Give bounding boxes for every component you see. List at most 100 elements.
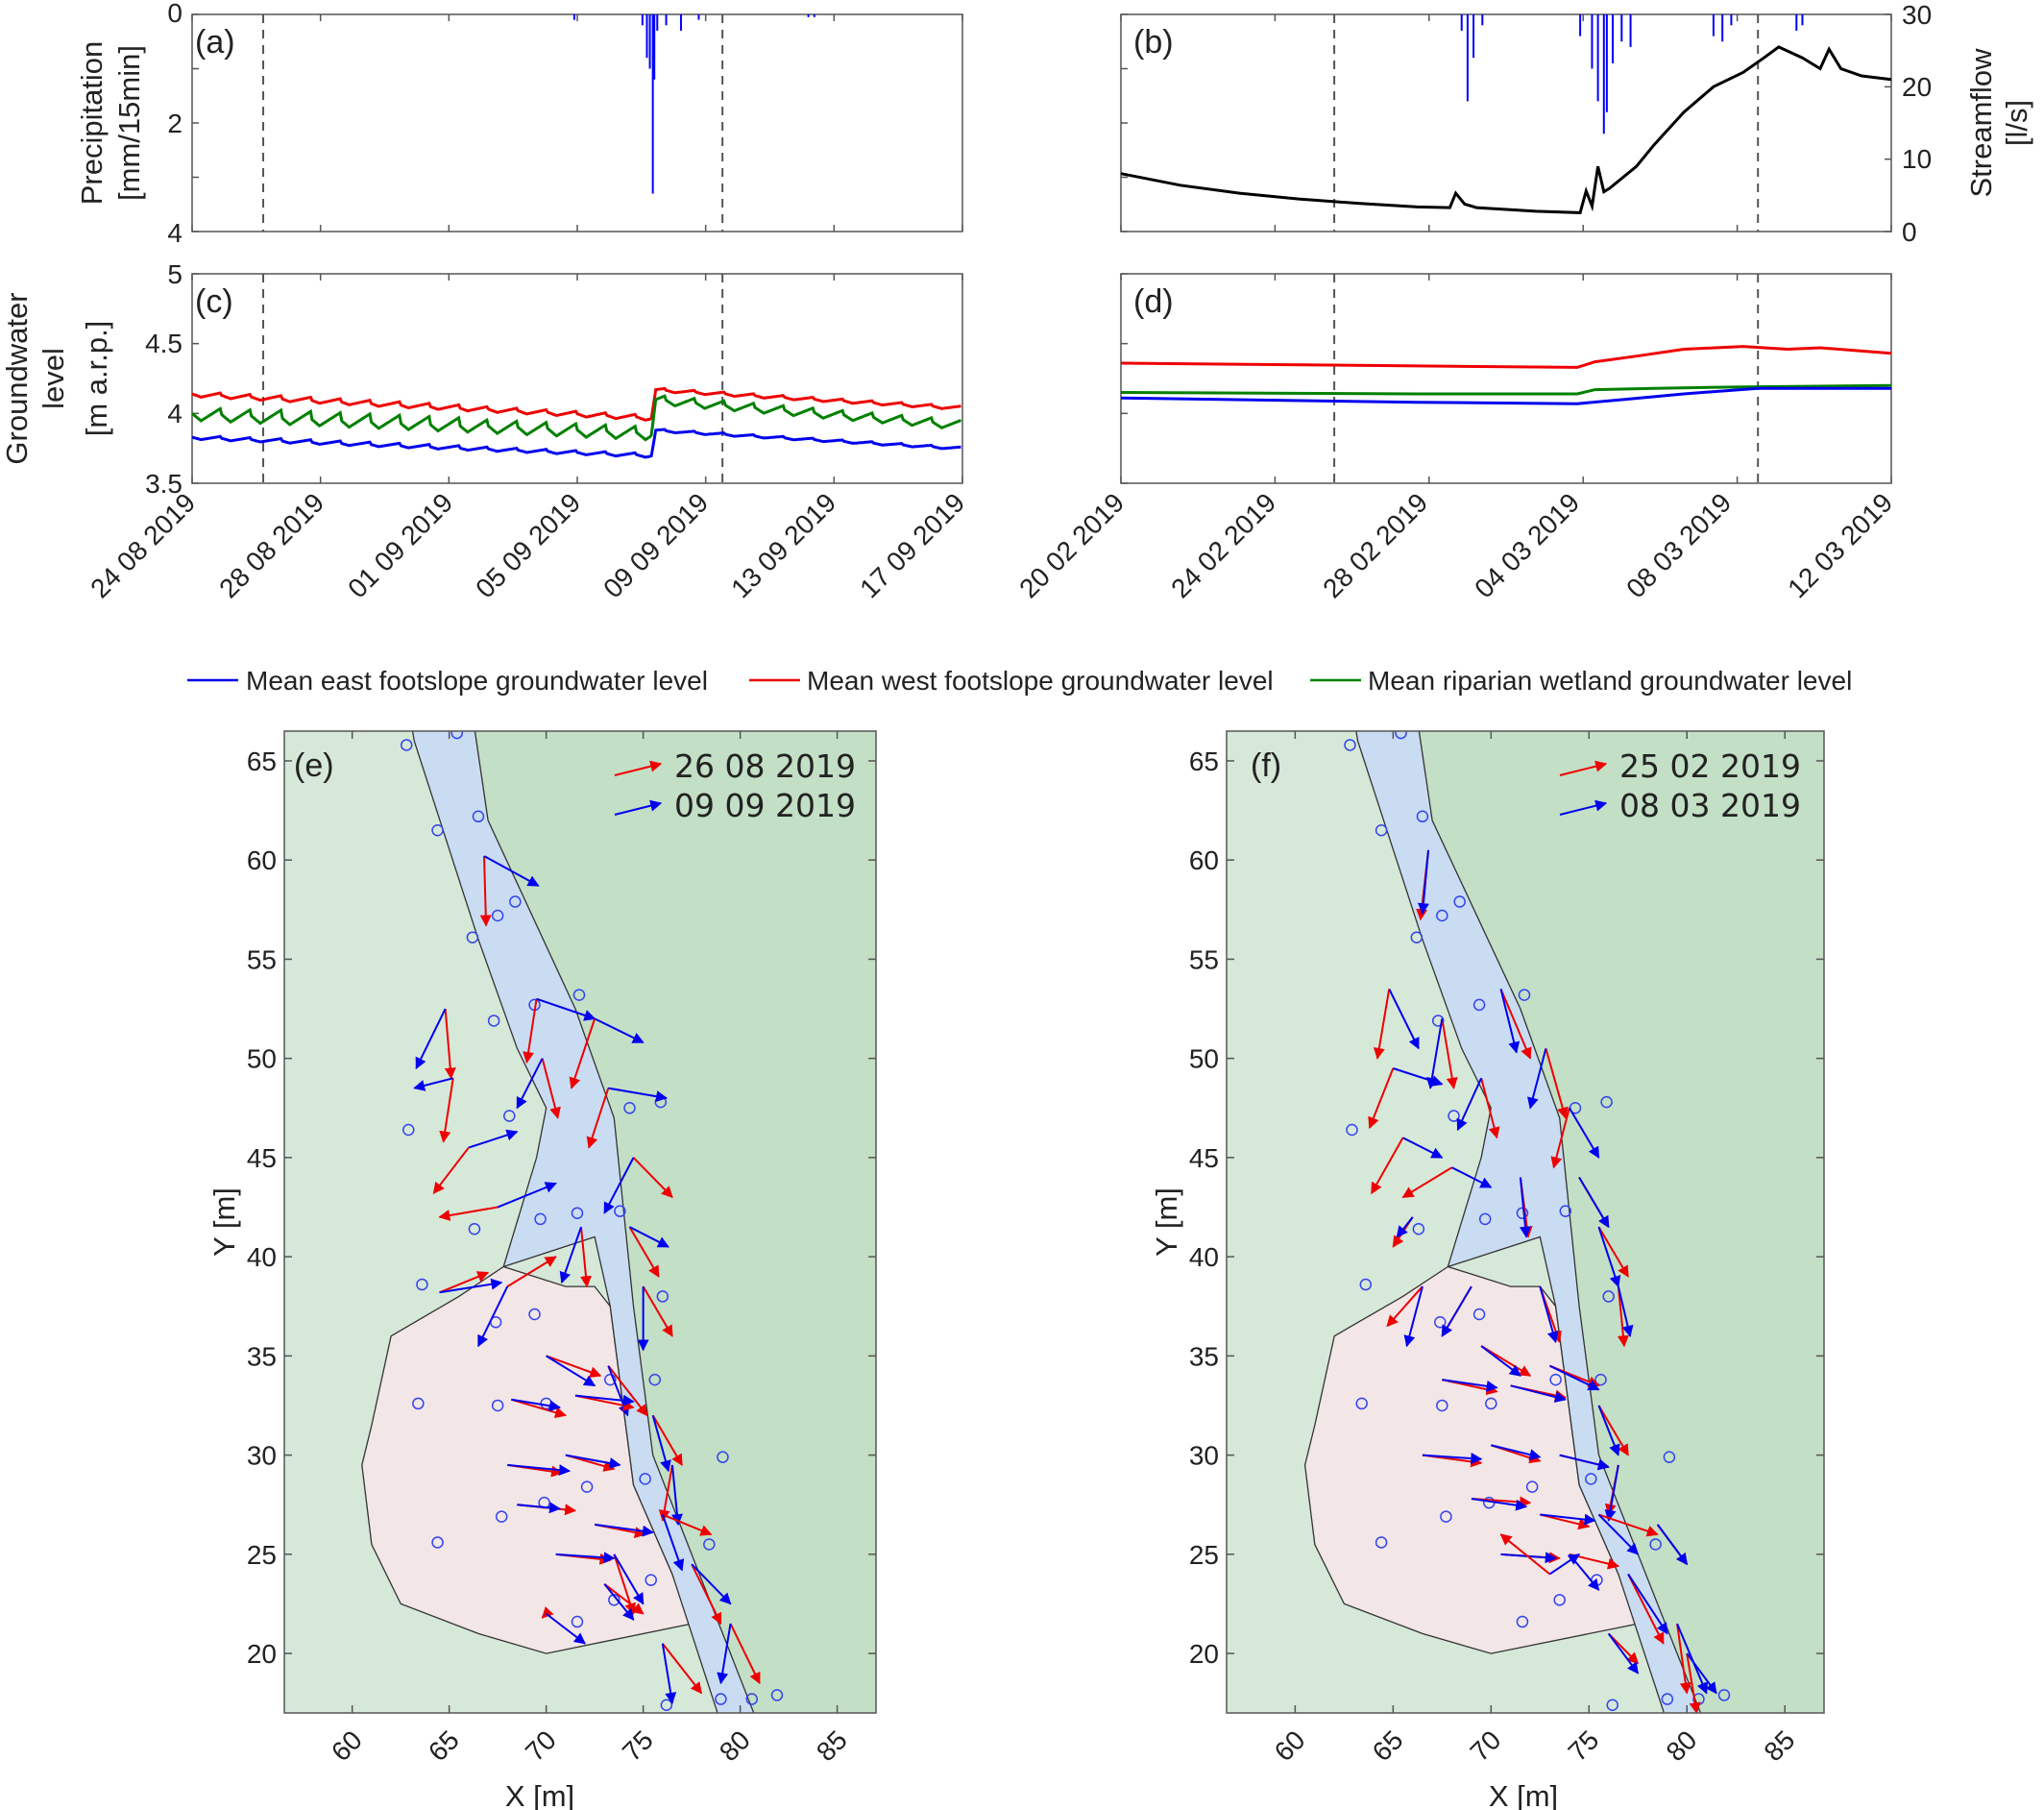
panel-a-ytick-4: 4 [167, 218, 182, 248]
flow-vector-blue [670, 1464, 683, 1527]
flow-vector-blue [415, 1008, 447, 1070]
x-tick-label: 80 [1661, 1724, 1703, 1767]
flow-vector-blue [1597, 1226, 1621, 1288]
well-marker [1518, 989, 1531, 1001]
panel-b: (b) 30 20 10 0 Streamflow [l/s] [1120, 0, 2033, 247]
well-marker [468, 1222, 481, 1235]
flow-vector-blue [1607, 1632, 1640, 1675]
panel-c-ytick-3-5: 3.5 [145, 469, 182, 499]
well-marker [491, 1399, 504, 1412]
well-marker [431, 1536, 444, 1549]
panel-b-ytick-0: 0 [1902, 217, 1917, 247]
xtick-d-0: 20 02 2019 [1013, 487, 1130, 603]
well-marker [534, 1212, 547, 1226]
well-marker [1549, 1373, 1562, 1386]
panel-c-xtick-labels: 24 08 2019 28 08 2019 01 09 2019 05 09 2… [85, 487, 970, 603]
panel-d: (d) [1120, 273, 1892, 484]
x-axis-label-e: X [m] [505, 1779, 574, 1810]
flow-vector-blue [1676, 1623, 1708, 1695]
y-axis-label-f: Y [m] [1150, 1187, 1183, 1257]
flow-vectors-e [413, 855, 761, 1704]
legend-wetland-label: Mean riparian wetland groundwater level [1368, 666, 1852, 696]
y-tick-label: 35 [247, 1341, 277, 1371]
well-marker [1478, 1212, 1492, 1226]
flow-vector-blue [1597, 1513, 1640, 1555]
panel-a-label: (a) [195, 24, 235, 61]
flow-vector-blue [1597, 1405, 1620, 1456]
flow-vector-red [1371, 1137, 1404, 1195]
arrow-legend-blue-label-f: 08 03 2019 [1619, 787, 1801, 824]
arrow-legend-red-label-f: 25 02 2019 [1619, 747, 1801, 785]
gw-axis-label-1: Groundwater [0, 292, 34, 464]
flow-vector-red [586, 1088, 610, 1149]
flow-vector-blue [1456, 1077, 1483, 1132]
well-marker [1355, 1397, 1368, 1410]
panel-a-ticks [191, 13, 963, 232]
flow-vector-blue [1403, 1285, 1424, 1348]
x-tick-label: 85 [1759, 1724, 1801, 1767]
y-axis-label-e: Y [m] [207, 1187, 241, 1257]
flow-vector-blue [468, 1129, 519, 1149]
flow-vector-red [729, 1623, 761, 1685]
flow-vector-blue [603, 1583, 635, 1621]
channel-zone-f [1355, 731, 1702, 1713]
flow-vector-blue [497, 1182, 557, 1209]
well-marker [1346, 1123, 1358, 1137]
x-tick-label: 60 [326, 1724, 368, 1767]
y-tick-label: 30 [247, 1441, 277, 1471]
well-marker [770, 1689, 784, 1701]
arrow-legend-blue-f [1559, 799, 1608, 816]
legend-east-label: Mean east footslope groundwater level [246, 666, 708, 696]
flow-vector-red [1676, 1623, 1691, 1695]
y-tick-label: 20 [247, 1639, 277, 1669]
panel-b-label: (b) [1133, 24, 1174, 61]
y-tick-label: 35 [1189, 1341, 1219, 1371]
well-marker [1559, 1205, 1572, 1217]
panel-a: (a) 0 2 4 Precipitation [mm/15min] [75, 0, 963, 248]
y-tick-label: 20 [1189, 1639, 1219, 1669]
well-marker [1440, 1510, 1452, 1523]
gw-line-2 [1120, 386, 1891, 405]
well-marker [1472, 998, 1486, 1012]
well-marker [571, 1615, 584, 1628]
xtick-d-5: 12 03 2019 [1782, 487, 1898, 603]
flow-vector-red [1545, 1048, 1569, 1119]
well-marker [466, 931, 479, 943]
panel-c-gw-lines [191, 386, 962, 459]
x-tick-label: 70 [520, 1724, 562, 1767]
flow-vector-blue [477, 1285, 509, 1348]
flow-vector-blue [1422, 1453, 1483, 1464]
flow-vectors-f [1368, 849, 1717, 1713]
flow-vector-blue [536, 997, 596, 1021]
xtick-d-2: 28 02 2019 [1317, 487, 1433, 603]
well-marker [745, 1693, 758, 1705]
panel-d-xtick-labels: 20 02 2019 24 02 2019 28 02 2019 04 03 2… [1013, 487, 1898, 603]
well-marker [1359, 1278, 1373, 1291]
flow-vector-blue [1393, 1067, 1444, 1087]
well-marker [656, 1290, 669, 1303]
y-tick-label: 60 [247, 845, 277, 875]
arrow-legend-red-e [614, 760, 663, 776]
flow-vector-blue [1396, 1216, 1414, 1238]
flow-vector-red [506, 1256, 557, 1287]
flow-vector-red [1441, 1018, 1458, 1089]
well-marker [1436, 909, 1448, 922]
well-marker [1516, 1615, 1529, 1628]
well-marker [509, 895, 522, 908]
flow-vector-red [546, 1355, 602, 1378]
flow-vector-red [439, 1271, 490, 1294]
y-tick-label: 55 [247, 944, 277, 974]
well-marker [715, 1693, 727, 1705]
well-marker [1416, 810, 1429, 823]
xtick-d-1: 24 02 2019 [1165, 487, 1281, 603]
flow-vector-blue [507, 1463, 572, 1477]
xtick-c-6: 17 09 2019 [854, 487, 970, 603]
gw-line-1 [191, 394, 962, 442]
well-marker [1436, 1399, 1448, 1412]
x-tick-label: 75 [617, 1724, 659, 1767]
well-marker [1395, 731, 1407, 740]
flow-vector-red [1540, 1513, 1591, 1530]
well-marker [1553, 1594, 1566, 1606]
y-tick-label: 25 [247, 1540, 277, 1570]
